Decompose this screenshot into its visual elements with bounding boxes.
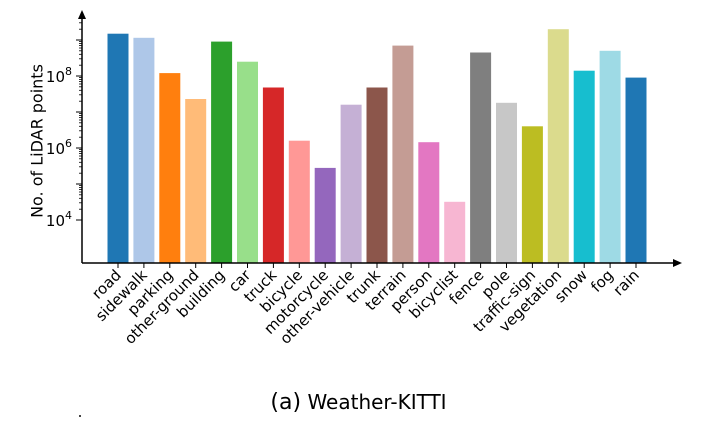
bar-truck [262, 87, 284, 263]
bar-person [418, 142, 440, 263]
bar-vegetation [547, 29, 569, 264]
bar-car [237, 61, 258, 264]
bar-fog [599, 50, 621, 263]
bar-bicycle [288, 140, 310, 263]
bar-chart: 104 106 108 roadsidewalkparkingother-groun… [28, 10, 682, 348]
bars-group [107, 29, 647, 264]
x-axis-labels: roadsidewalkparkingother-groundbuildingc… [88, 263, 643, 348]
y-axis-ticks: 104 106 108 [46, 17, 82, 230]
bar-motorcycle [314, 167, 336, 263]
stray-dot [79, 415, 81, 417]
x-axis-arrow [673, 259, 682, 267]
bar-sidewalk [133, 37, 155, 263]
x-label-rain: rain [610, 266, 643, 299]
y-axis-arrow [78, 10, 86, 19]
bar-parking [159, 73, 181, 263]
x-label-fog: fog [587, 266, 617, 296]
bar-traffic-sign [521, 126, 543, 263]
bar-terrain [392, 45, 414, 263]
figure-caption: (a) Weather-KITTI [0, 390, 717, 415]
bar-road [107, 33, 129, 264]
bar-building [211, 41, 233, 263]
caption-prefix: (a) [270, 390, 302, 415]
bar-snow [573, 70, 595, 263]
y-tick-label-1e6: 106 [46, 137, 72, 158]
bar-bicyclist [444, 201, 466, 263]
bar-other-vehicle [340, 104, 362, 263]
bar-pole [496, 102, 517, 263]
y-tick-label-1e4: 104 [46, 209, 72, 230]
bar-fence [470, 52, 492, 263]
bar-rain [625, 77, 647, 263]
y-axis-label: No. of LiDAR points [28, 64, 47, 218]
y-tick-label-1e8: 108 [46, 65, 72, 86]
bar-trunk [366, 87, 388, 263]
caption-title: Weather-KITTI [307, 390, 447, 414]
bar-other-ground [185, 99, 207, 263]
